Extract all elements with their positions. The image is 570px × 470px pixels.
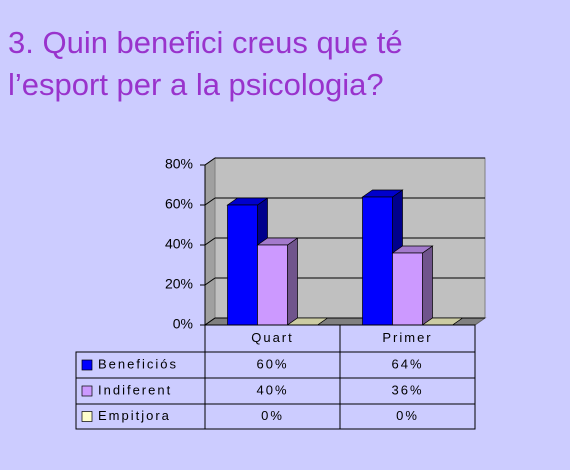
grid-line [204,237,216,246]
y-tick-label: 0% [173,316,193,332]
legend-key [81,385,93,397]
bar-side [422,245,433,326]
y-tick-label: 20% [165,276,193,292]
table-value: 0% [261,408,284,423]
grid-line [204,157,216,166]
x-tick-label: Quart [251,330,294,345]
legend-label: Indiferent [98,382,172,397]
grid-line [204,277,216,286]
bar-side [287,237,298,326]
legend-label: Beneficiós [98,356,178,371]
legend-key [81,411,93,422]
table-value: 64% [391,356,423,371]
grid-line [204,197,216,206]
grid-line [204,317,216,326]
legend-key [81,359,93,371]
table-value: 60% [256,356,288,371]
table-value: 40% [256,382,288,397]
bar [227,204,258,326]
bar [362,196,393,326]
y-tick-label: 40% [165,236,193,252]
y-tick-label: 60% [165,196,193,212]
slide-title: 3. Quin benefici creus que té l’esport p… [8,25,403,102]
bar [257,244,288,326]
legend-label: Empitjora [98,408,171,423]
bar [392,252,423,326]
table-value: 36% [391,382,423,397]
x-tick-label: Primer [382,330,432,345]
table-value: 0% [396,408,419,423]
y-tick-label: 80% [165,156,193,172]
